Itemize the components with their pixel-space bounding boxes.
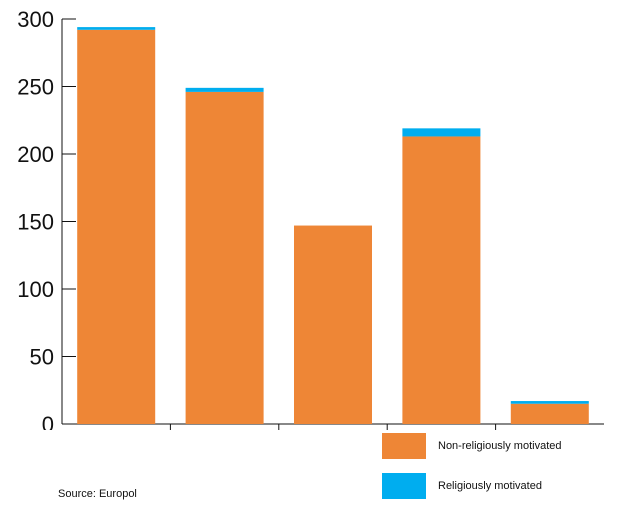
legend-label-non-religious: Non-religiously motivated (438, 440, 562, 452)
bar-segment-religious (185, 87, 264, 92)
bar-segment-non-religious (77, 29, 156, 425)
y-tick-label: 0 (42, 412, 54, 430)
y-tick-label: 250 (17, 75, 54, 100)
bar-segment-non-religious (510, 403, 589, 424)
bar-segment-non-religious (402, 136, 481, 424)
bar-segment-religious (402, 128, 481, 137)
y-tick-label: 200 (17, 142, 54, 167)
bar-chart: 0 50 100 150 200 250 300 (17, 7, 604, 430)
bar-segment-non-religious (294, 225, 372, 424)
bar-segment-non-religious (185, 91, 264, 425)
bar-segment-religious (510, 401, 589, 404)
legend-swatch-religious (382, 473, 426, 499)
legend-swatch-non-religious (382, 433, 426, 459)
legend-item-religious: Religiously motivated (382, 472, 562, 500)
y-tick-label: 150 (17, 210, 54, 235)
bar-segment-religious (77, 27, 156, 30)
source-note: Source: Europol (58, 488, 137, 500)
legend-label-religious: Religiously motivated (438, 480, 542, 492)
legend: Non-religiously motivated Religiously mo… (382, 432, 562, 512)
y-tick-label: 50 (30, 345, 54, 370)
legend-item-non-religious: Non-religiously motivated (382, 432, 562, 460)
y-tick-label: 300 (17, 7, 54, 32)
y-tick-label: 100 (17, 277, 54, 302)
